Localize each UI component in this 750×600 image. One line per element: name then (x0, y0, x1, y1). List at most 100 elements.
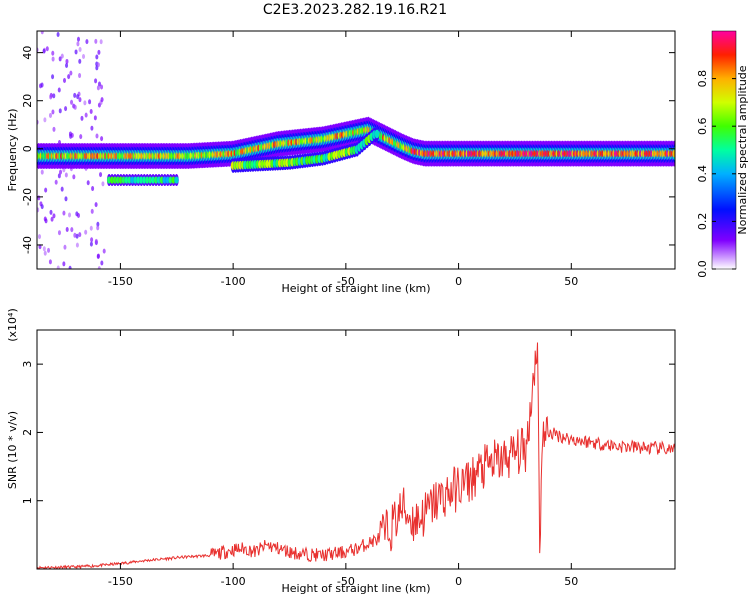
colorbar-tick-label: 0.4 (696, 165, 709, 183)
heatmap-cell (43, 216, 47, 222)
heatmap-cell (73, 92, 77, 98)
snr-panel: -150 -100 -50 0 50 1 2 3 Height of straight li… (6, 308, 676, 595)
colorbar: 0.0 0.2 0.4 0.6 0.8 Normalized spectral ampl… (696, 30, 749, 278)
colorbar-gradient (711, 30, 737, 270)
heatmap-cell (47, 247, 51, 253)
heatmap-cell (97, 49, 101, 55)
heatmap-cell (60, 53, 64, 59)
heatmap-cell (60, 186, 64, 192)
colorbar-ticks: 0.0 0.2 0.4 0.6 0.8 (696, 70, 736, 278)
x-tick-label: -100 (221, 275, 246, 288)
heatmap-cell (48, 112, 52, 118)
snr-multiplier: (x10⁴) (6, 308, 19, 342)
heatmap-cell (89, 108, 93, 114)
heatmap-cell (57, 230, 61, 236)
heatmap-cell (96, 225, 100, 231)
heatmap-cell (93, 115, 97, 121)
heatmap-cell (58, 56, 62, 62)
heatmap-cell (65, 58, 69, 64)
heatmap-cell (83, 100, 87, 106)
heatmap-y-ticks: -40 -20 0 20 40 (21, 46, 675, 254)
heatmap-cell (91, 186, 95, 192)
y-tick-label: 2 (21, 429, 34, 436)
heatmap-cell (80, 115, 84, 121)
x-tick-label: -50 (337, 275, 355, 288)
heatmap-cell (51, 109, 55, 115)
x-tick-label: -150 (108, 275, 133, 288)
heatmap-cell (52, 126, 56, 132)
heatmap-cell (51, 50, 55, 56)
y-tick-label: 20 (21, 94, 34, 108)
heatmap-cell (78, 97, 82, 103)
heatmap-cell (57, 87, 61, 93)
heatmap-cell (96, 221, 100, 227)
heatmap-cell (37, 195, 41, 201)
heatmap-cell (58, 108, 62, 114)
heatmap-cell (45, 46, 49, 52)
heatmap-cell (76, 36, 80, 42)
x-tick-label: -100 (221, 575, 246, 588)
heatmap-cell (72, 174, 76, 180)
heatmap-cell (78, 58, 82, 64)
snr-x-ticks: -150 -100 -50 0 50 (108, 330, 578, 588)
heatmap-frame (36, 30, 676, 270)
heatmap-cell (56, 31, 60, 37)
heatmap-cell (76, 212, 80, 218)
heatmap-cell (49, 94, 53, 100)
heatmap-cell (78, 73, 82, 79)
heatmap-cell (70, 227, 74, 233)
heatmap-cell (89, 225, 93, 231)
heatmap-cell (95, 133, 99, 139)
heatmap-cell (96, 62, 100, 68)
heatmap-cell (99, 39, 103, 45)
heatmap-cell (78, 47, 82, 53)
heatmap-cell (52, 93, 56, 99)
heatmap-cell (63, 78, 67, 84)
heatmap-x-label: Height of straight line (km) (281, 282, 430, 295)
heatmap-cell (40, 204, 44, 210)
heatmap-cell (96, 253, 100, 259)
heatmap-cell (56, 265, 60, 269)
heatmap-cell (68, 265, 72, 269)
heatmap-cell (40, 169, 44, 175)
heatmap-cell (96, 85, 100, 91)
heatmap-cell (85, 39, 89, 45)
heatmap-cell (94, 38, 98, 44)
heatmap-cell (65, 63, 69, 69)
x-tick-label: -50 (337, 575, 355, 588)
heatmap-cell (64, 172, 68, 178)
heatmap-cell (62, 210, 66, 216)
x-tick-label: 50 (564, 575, 578, 588)
heatmap-cell (64, 106, 68, 112)
heatmap-cell (65, 226, 69, 232)
heatmap-marks (37, 31, 675, 269)
x-tick-label: -150 (108, 575, 133, 588)
heatmap-cell (100, 84, 104, 90)
heatmap-cell (82, 53, 86, 59)
heatmap-cell (79, 134, 83, 140)
colorbar-label: Normalized spectral amplitude (736, 65, 749, 234)
heatmap-cell (97, 266, 101, 269)
heatmap-cell (100, 136, 104, 142)
heatmap-cell (44, 187, 48, 193)
heatmap-cell (86, 180, 90, 186)
heatmap-cell (374, 129, 380, 139)
heatmap-cell (73, 104, 77, 110)
heatmap-cell (50, 216, 54, 222)
heatmap-cell (64, 196, 68, 202)
heatmap-cell (59, 169, 63, 175)
heatmap-cell (174, 176, 179, 184)
heatmap-cell (57, 173, 61, 179)
heatmap-cell (672, 149, 675, 158)
heatmap-cell (38, 234, 42, 240)
heatmap-cell (100, 260, 104, 266)
heatmap-cell (88, 99, 92, 105)
y-tick-label: -20 (21, 188, 34, 206)
heatmap-cell (42, 48, 46, 54)
heatmap-cell (76, 94, 80, 100)
heatmap-cell (94, 78, 98, 84)
y-tick-label: 1 (21, 497, 34, 504)
heatmap-cell (69, 70, 73, 76)
heatmap-cell (68, 131, 72, 137)
snr-series-line (37, 342, 675, 569)
